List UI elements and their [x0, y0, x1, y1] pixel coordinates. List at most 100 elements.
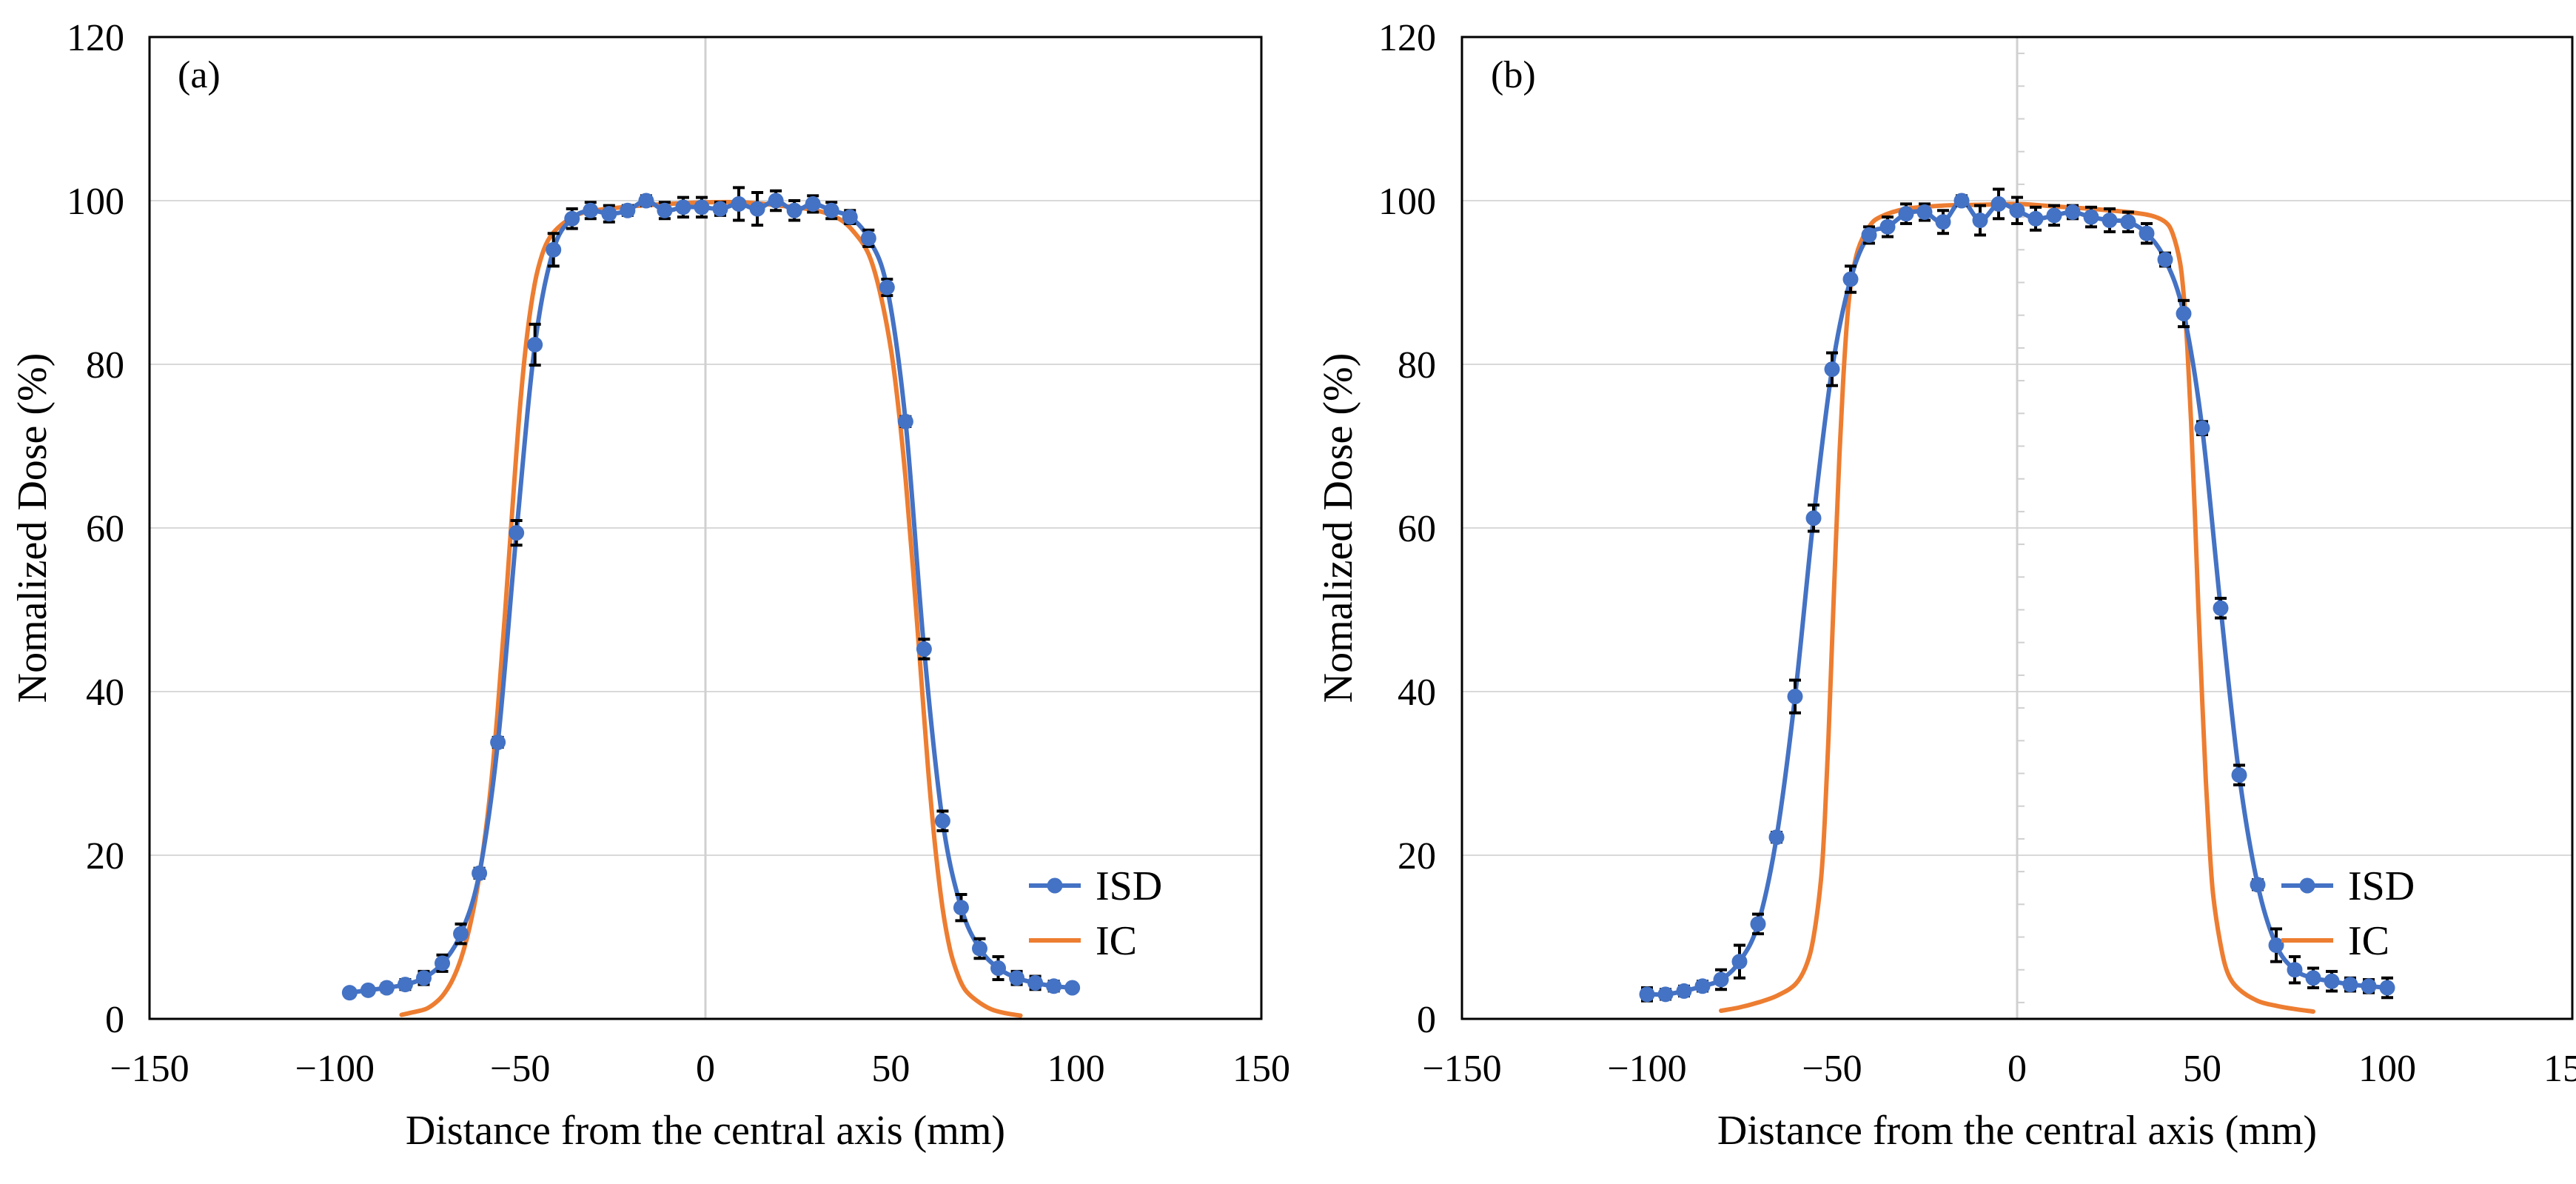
- isd-data-point: [675, 199, 691, 215]
- isd-data-point: [583, 202, 599, 218]
- isd-data-point: [2009, 202, 2025, 218]
- isd-data-point: [1898, 206, 1914, 222]
- isd-data-point: [712, 201, 728, 217]
- x-tick-label: −150: [110, 1048, 189, 1090]
- isd-data-point: [546, 241, 562, 258]
- isd-data-point: [731, 195, 747, 212]
- panel-label: (b): [1491, 54, 1536, 96]
- panel-label: (a): [178, 54, 221, 96]
- isd-data-point: [1676, 983, 1692, 999]
- isd-data-point: [749, 201, 765, 217]
- isd-data-point: [472, 865, 488, 881]
- isd-data-point: [1861, 227, 1877, 243]
- isd-data-point: [2120, 214, 2136, 230]
- y-tick-label: 20: [86, 835, 124, 877]
- isd-data-point: [2139, 225, 2155, 241]
- isd-series-line: [347, 198, 1075, 995]
- x-axis-title: Distance from the central axis (mm): [406, 1108, 1005, 1154]
- isd-data-point: [2083, 209, 2099, 225]
- isd-data-point: [2046, 207, 2062, 224]
- x-tick-label: 150: [2543, 1048, 2576, 1090]
- isd-data-point: [1009, 970, 1025, 986]
- y-tick-label: 120: [67, 17, 124, 59]
- isd-data-point: [879, 279, 895, 295]
- isd-data-point: [2324, 973, 2340, 989]
- panel-b: 0 20 40 60 80 100 120 −150 −100 −50 0 50 100 150 Dista…: [1315, 17, 2576, 1154]
- isd-data-point: [2176, 305, 2192, 321]
- isd-data-point: [397, 977, 413, 993]
- legend-label-ic: IC: [1096, 918, 1137, 964]
- isd-data-point: [1064, 980, 1081, 996]
- legend-label-isd: ISD: [2348, 863, 2415, 909]
- isd-data-point: [2102, 213, 2118, 229]
- isd-data-point: [2157, 252, 2173, 268]
- isd-data-point: [786, 202, 802, 218]
- isd-data-point: [509, 525, 525, 541]
- plot-area-frame: [1460, 36, 2574, 1020]
- ic-series-line: [399, 199, 1023, 1018]
- isd-data-point: [638, 193, 654, 209]
- y-axis-title: Nomalized Dose (%): [10, 353, 56, 703]
- x-tick-label: −50: [490, 1048, 550, 1090]
- isd-data-point: [971, 940, 987, 957]
- isd-data-point: [2379, 980, 2395, 996]
- isd-data-point: [842, 209, 858, 225]
- isd-data-point: [2231, 767, 2247, 783]
- isd-data-point: [1046, 978, 1062, 994]
- isd-data-point: [435, 955, 451, 971]
- y-tick-label: 120: [1378, 17, 1436, 59]
- isd-data-point: [1027, 974, 1044, 991]
- legend-label-ic: IC: [2348, 918, 2389, 964]
- isd-data-point: [694, 199, 710, 215]
- isd-data-point: [360, 982, 376, 998]
- isd-data-point: [823, 202, 839, 218]
- isd-data-point: [1842, 271, 1859, 287]
- x-tick-label: −50: [1802, 1048, 1862, 1090]
- isd-data-point: [897, 413, 913, 429]
- x-tick-label: 100: [1047, 1048, 1105, 1090]
- isd-data-point: [916, 641, 932, 658]
- isd-data-point: [527, 336, 543, 352]
- y-tick-label: 80: [1398, 344, 1436, 387]
- isd-data-point: [1935, 214, 1951, 230]
- ic-series-line: [1719, 201, 2315, 1014]
- isd-data-point: [1731, 954, 1748, 970]
- y-tick-label: 60: [86, 508, 124, 550]
- isd-data-point: [805, 195, 821, 212]
- y-tick-label: 100: [1378, 181, 1436, 223]
- isd-data-point: [768, 193, 784, 209]
- isd-data-point: [415, 970, 432, 986]
- isd-data-point: [1805, 510, 1822, 526]
- isd-data-point: [2027, 210, 2044, 227]
- isd-data-point: [657, 202, 673, 218]
- y-tick-label: 0: [1417, 999, 1436, 1041]
- isd-data-point: [341, 985, 358, 1001]
- isd-data-point: [1713, 971, 1729, 988]
- isd-data-point: [2194, 420, 2210, 436]
- isd-data-point: [2342, 977, 2358, 993]
- y-tick-label: 0: [105, 999, 124, 1041]
- isd-data-point: [2213, 600, 2229, 616]
- isd-data-point: [1972, 213, 1988, 229]
- legend-marker-isd: [1047, 877, 1063, 894]
- isd-data-point: [953, 900, 969, 916]
- isd-data-point: [1750, 916, 1766, 932]
- x-tick-label: 150: [1232, 1048, 1290, 1090]
- y-axis-title: Nomalized Dose (%): [1315, 353, 1361, 703]
- isd-data-point: [2305, 970, 2321, 986]
- x-axis-title: Distance from the central axis (mm): [1717, 1108, 2317, 1154]
- isd-data-point: [601, 206, 617, 222]
- x-tick-label: 0: [2008, 1048, 2027, 1090]
- isd-data-point: [2287, 962, 2303, 978]
- isd-data-point: [453, 926, 469, 942]
- isd-data-point: [1824, 361, 1840, 378]
- isd-data-point: [378, 980, 395, 996]
- x-tick-label: −100: [295, 1048, 375, 1090]
- y-tick-label: 60: [1398, 508, 1436, 550]
- isd-data-point: [1916, 204, 1933, 220]
- legend-marker-isd: [2299, 877, 2315, 894]
- isd-data-point: [2361, 978, 2377, 994]
- plot-area-frame: [148, 36, 1263, 1020]
- x-tick-label: 100: [2358, 1048, 2416, 1090]
